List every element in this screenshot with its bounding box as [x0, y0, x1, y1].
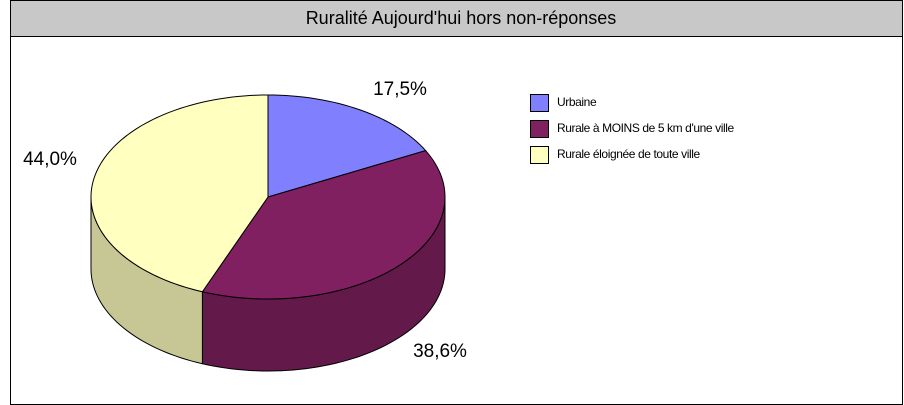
legend-label: Rurale à MOINS de 5 km d'une ville [557, 121, 734, 135]
chart-title: Ruralité Aujourd'hui hors non-réponses [306, 8, 617, 28]
value-label: 44,0% [23, 149, 77, 170]
legend-swatch [530, 120, 549, 138]
pie-slice [201, 150, 446, 300]
pie-slice [90, 94, 269, 293]
title-band [10, 0, 903, 37]
value-label: 17,5% [373, 79, 427, 100]
legend-swatch [530, 146, 549, 164]
value-label: 38,6% [413, 341, 467, 362]
legend-swatch [530, 94, 549, 112]
pie-slice [267, 94, 427, 198]
legend-label: Urbaine [557, 95, 597, 109]
legend-label: Rurale éloignée de toute ville [557, 147, 700, 161]
